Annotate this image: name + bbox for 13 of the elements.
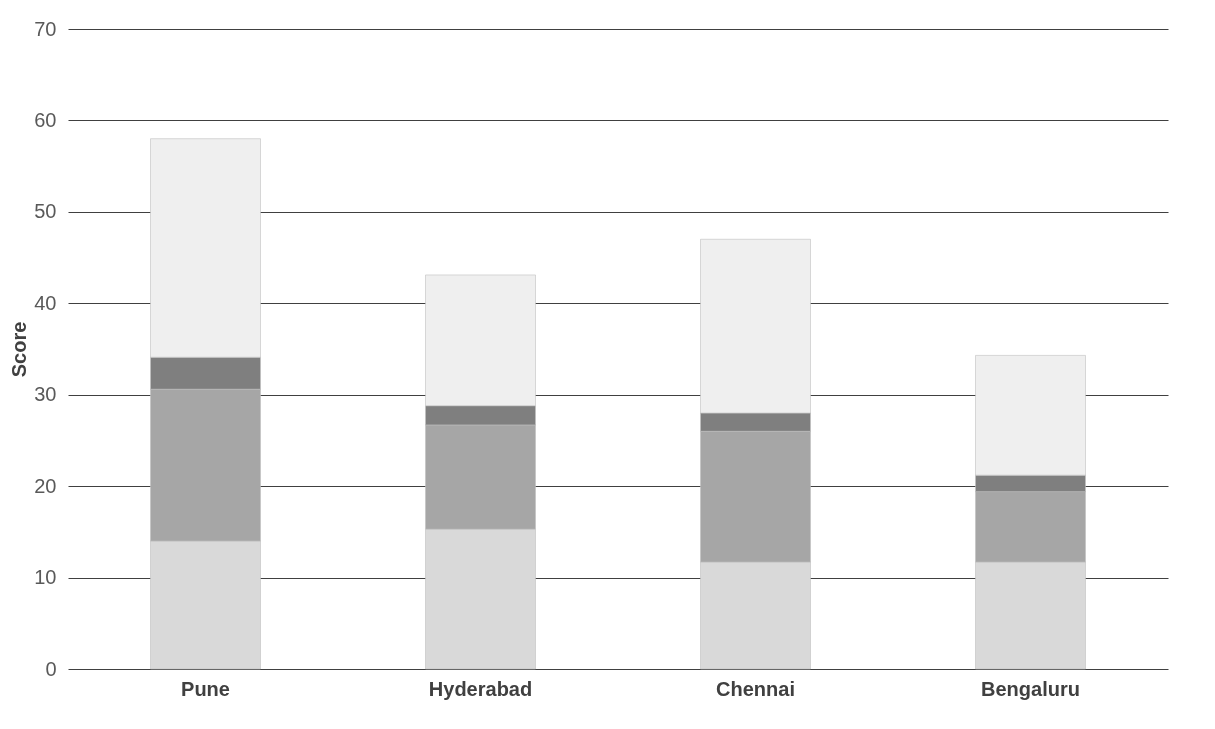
y-tick-label: 40 [34,291,57,314]
y-tick-label: 50 [34,200,57,223]
y-tick-label: 10 [34,566,57,589]
y-tick-label: 60 [34,108,57,131]
y-tick-label: 30 [34,383,57,406]
x-tick-label: Bengaluru [981,677,1080,700]
y-tick-label: 20 [34,474,57,497]
x-tick-label: Hyderabad [428,677,533,700]
y-tick-label: 0 [45,657,57,680]
x-tick-label: Chennai [716,677,795,700]
y-tick-label: 70 [34,17,57,40]
x-tick-label: Pune [181,677,230,700]
y-axis-title: Score [8,321,31,378]
